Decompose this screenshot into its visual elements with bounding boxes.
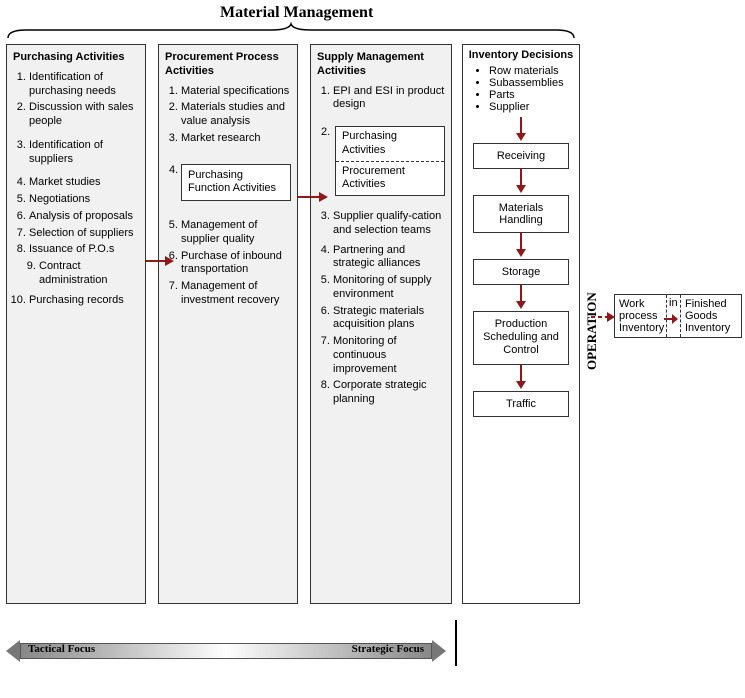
list-item: Materials studies and value analysis [181,101,291,129]
focus-gradient-arrow: Tactical Focus Strategic Focus [6,640,446,662]
arrow-down-icon [514,117,528,141]
col2-list-pre: Material specifications Materials studie… [165,85,291,146]
col-operation: Inventory Decisions Row materials Subass… [462,44,580,604]
col3-subbox-bot: Procurement Activities [336,162,444,196]
list-item: Row materials [489,65,575,77]
list-item: Identification of purchasing needs [29,71,139,99]
col1-title: Purchasing Activities [13,51,139,65]
col2-title: Procurement Process Activities [165,51,291,79]
list-item: EPI and ESI in product design [333,85,445,113]
list-item: Market studies [29,176,139,190]
list-item: Supplier qualify-cation and selection te… [333,210,445,238]
op-box: Materials Handling [473,195,569,233]
inventory-head: Inventory Decisions [467,49,575,61]
col3-subnum: 2. [317,126,335,140]
arrow-down-icon [514,365,528,389]
col3-list-post: Supplier qualify-cation and selection te… [317,210,445,407]
list-item: Management of supplier quality [181,219,291,247]
out-left: Work process Inventory [615,295,667,337]
list-item: Discussion with sales people [29,101,139,129]
op-box: Storage [473,259,569,285]
col2-subbox: Purchasing Function Activities [181,164,291,202]
list-item: Identification of suppliers [29,139,139,167]
col-supply: Supply Management Activities EPI and ESI… [310,44,452,604]
col3-subbox-top: Purchasing Activities [336,127,444,162]
arrow-right-icon [298,190,328,204]
list-item: Parts [489,89,575,101]
col3-title: Supply Management Activities [317,51,445,79]
list-item: Purchase of inbound transportation [181,250,291,278]
col-purchasing: Purchasing Activities Identification of … [6,44,146,604]
col1-list: Identification of purchasing needs Discu… [13,71,139,308]
list-item: Selection of suppliers [29,227,139,241]
out-mid: in [667,295,681,337]
col-procurement: Procurement Process Activities Material … [158,44,298,604]
list-item: Corporate strategic planning [333,379,445,407]
col2-subnum: 4. [165,164,181,178]
list-item: Material specifications [181,85,291,99]
list-item: Market research [181,132,291,146]
col3-subbox: Purchasing Activities Procurement Activi… [335,126,445,196]
arrow-down-icon [514,233,528,257]
list-item: Analysis of proposals [29,210,139,224]
arrow-down-icon [514,169,528,193]
triangle-right-icon [432,640,446,662]
page-title: Material Management [220,4,373,22]
col2-list-post: Management of supplier quality Purchase … [165,219,291,308]
brace-top [6,22,576,40]
list-item: Strategic materials acquisition plans [333,305,445,333]
list-item: Management of investment recovery [181,280,291,308]
inventory-bullets: Row materials Subassemblies Parts Suppli… [467,65,575,113]
list-item: Subassemblies [489,77,575,89]
list-item: Contract administration [39,260,139,288]
arrow-right-icon [664,299,678,339]
op-box: Traffic [473,391,569,417]
op-box: Receiving [473,143,569,169]
operation-label: OPERATION [584,292,600,370]
col3-list-pre: EPI and ESI in product design [317,85,445,113]
triangle-left-icon [6,640,20,662]
arrow-right-dashed-icon [591,310,615,324]
list-item: Partnering and strategic alliances [333,244,445,272]
list-item: Supplier [489,101,575,113]
output-boxes: Work process Inventory in Finished Goods… [614,294,742,338]
focus-left-label: Tactical Focus [28,643,95,655]
arrow-right-icon [146,254,174,268]
focus-right-label: Strategic Focus [352,643,424,655]
list-item: Purchasing records [29,294,139,308]
list-item: Negotiations [29,193,139,207]
op-box: Production Scheduling and Control [473,311,569,365]
arrow-down-icon [514,285,528,309]
list-item: Monitoring of supply environment [333,274,445,302]
list-item: Issuance of P.O.s [29,243,139,257]
out-right: Finished Goods Inventory [681,295,739,337]
vertical-divider [455,620,457,666]
list-item: Monitoring of continuous improvement [333,335,445,376]
